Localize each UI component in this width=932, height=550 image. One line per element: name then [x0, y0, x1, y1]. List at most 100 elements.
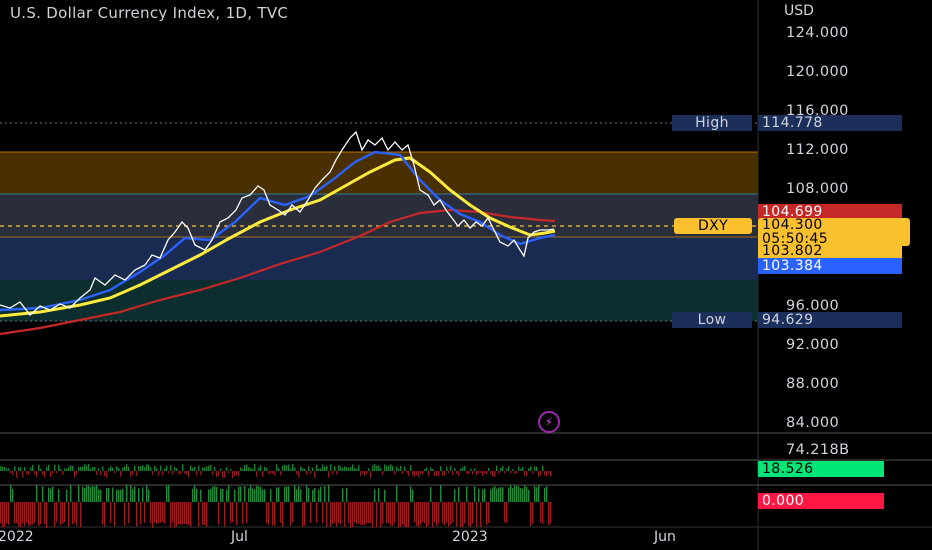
bottom-indicator-bar — [162, 502, 164, 523]
bottom-indicator-bar — [0, 502, 2, 524]
volume-bar — [174, 467, 176, 471]
volume-bar — [352, 464, 354, 471]
bottom-indicator-bar — [284, 486, 286, 502]
price-axis-label: 88.000 — [786, 376, 840, 392]
volume-bar — [536, 466, 538, 471]
volume-bar — [78, 467, 80, 471]
bottom-indicator-bar — [220, 488, 222, 502]
ma-blue-price-tag: 103.384 — [758, 258, 902, 274]
volume-bar — [246, 464, 248, 471]
bottom-indicator-bar — [356, 502, 358, 524]
bottom-indicator-bar — [14, 502, 16, 524]
bottom-indicator-bar — [82, 486, 84, 502]
volume-bar — [416, 471, 418, 476]
volume-bar — [540, 471, 542, 476]
bottom-indicator-bar — [508, 487, 510, 502]
volume-bar — [70, 465, 72, 471]
volume-bar — [50, 471, 52, 477]
volume-bar — [260, 465, 262, 471]
volume-bar — [374, 464, 376, 471]
volume-bar — [480, 471, 482, 474]
indicator-value-tag: 18.526 — [758, 461, 884, 477]
bottom-indicator-bar — [174, 502, 176, 528]
volume-bar — [448, 471, 450, 474]
volume-bar — [394, 471, 396, 475]
bottom-indicator-bar — [376, 502, 378, 528]
bottom-indicator-bar — [334, 502, 336, 523]
volume-bar — [182, 464, 184, 471]
currency-label[interactable]: USD — [784, 3, 814, 19]
volume-bar — [270, 471, 272, 474]
volume-bar — [408, 471, 410, 477]
volume-bar — [466, 471, 468, 475]
bottom-indicator-bar — [282, 502, 284, 527]
volume-bar — [382, 471, 384, 475]
volume-bar — [84, 464, 86, 471]
bottom-indicator-bar — [294, 485, 296, 502]
bottom-indicator-bar — [112, 487, 114, 502]
price-axis-label: 84.000 — [786, 415, 840, 431]
bottom-indicator-bar — [132, 489, 134, 502]
bottom-indicator-bar — [494, 486, 496, 502]
bottom-indicator-bar — [118, 489, 120, 502]
volume-bar — [534, 466, 536, 471]
bottom-indicator-bar — [204, 502, 206, 525]
volume-bar — [64, 468, 66, 471]
volume-bar — [456, 471, 458, 474]
bottom-indicator-bar — [288, 486, 290, 502]
volume-bar — [386, 466, 388, 471]
ma-red-price-tag: 104.699 — [758, 204, 902, 220]
bottom-indicator-bar — [402, 502, 404, 525]
volume-bar — [450, 465, 452, 471]
volume-bar — [230, 468, 232, 471]
bottom-indicator-bar — [268, 502, 270, 525]
bottom-indicator-bar — [76, 502, 78, 526]
volume-bar — [262, 471, 264, 477]
price-line — [0, 130, 555, 316]
volume-bar — [306, 471, 308, 475]
bottom-indicator-bar — [338, 502, 340, 523]
volume-bar — [510, 471, 512, 474]
bottom-indicator-bar — [516, 486, 518, 502]
bottom-indicator-bar — [394, 502, 396, 523]
bottom-indicator-bar — [310, 502, 312, 524]
volume-bar — [292, 464, 294, 471]
volume-bar — [296, 471, 298, 475]
bottom-indicator-bar — [530, 502, 532, 526]
bottom-indicator-bar — [354, 502, 356, 523]
volume-bar — [330, 464, 332, 471]
lightning-icon[interactable]: ⚡ — [538, 411, 560, 433]
volume-bar — [122, 467, 124, 471]
volume-bar — [308, 466, 310, 471]
volume-bar — [38, 464, 40, 471]
volume-bar — [30, 467, 32, 471]
bottom-indicator-bar — [264, 489, 266, 502]
volume-bar — [338, 465, 340, 471]
volume-bar — [264, 466, 266, 471]
volume-bar — [476, 471, 478, 476]
volume-bar — [190, 465, 192, 471]
volume-bar — [204, 467, 206, 471]
volume-bar — [164, 468, 166, 471]
bottom-indicator-bar — [50, 488, 52, 502]
volume-bar — [314, 471, 316, 478]
bottom-indicator-bar — [38, 502, 40, 526]
bottom-indicator-bar — [10, 485, 12, 502]
bottom-indicator-bar — [2, 502, 4, 528]
volume-bar — [350, 466, 352, 471]
volume-bar — [484, 471, 486, 474]
volume-bar — [106, 471, 108, 478]
volume-bar — [424, 468, 426, 471]
volume-bar — [148, 464, 150, 471]
time-axis-label: 2022 — [0, 529, 34, 545]
volume-bar — [28, 471, 30, 476]
volume-bar — [80, 466, 82, 471]
bottom-indicator-bar — [166, 485, 168, 502]
bottom-indicator-bar — [314, 487, 316, 502]
volume-bar — [244, 465, 246, 471]
chart-title: U.S. Dollar Currency Index, 1D, TVC — [10, 4, 289, 22]
volume-bar — [358, 465, 360, 471]
volume-bar — [158, 471, 160, 476]
bottom-indicator-bar — [128, 502, 130, 524]
